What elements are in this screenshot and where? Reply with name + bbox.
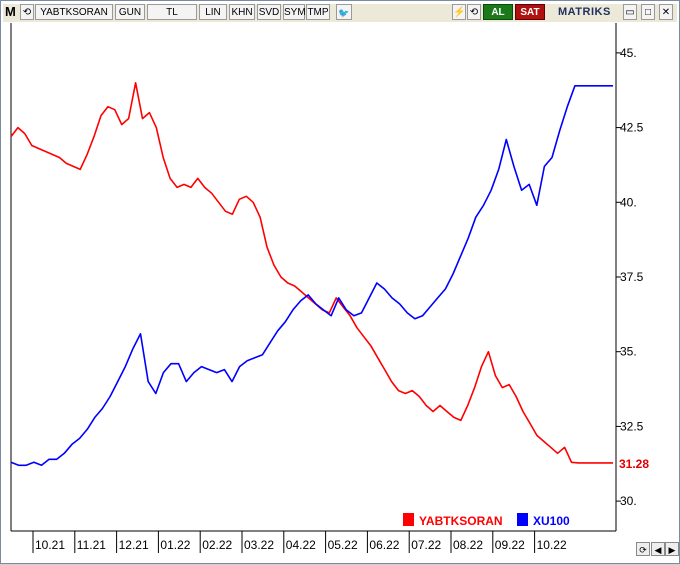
x-tick-label: 10.21 xyxy=(35,538,65,552)
refresh-icon[interactable]: ⟲ xyxy=(467,4,481,20)
y-tick-label: 42.5 xyxy=(620,121,644,135)
khn-button[interactable]: KHN xyxy=(229,4,255,20)
x-tick-label: 12.21 xyxy=(119,538,149,552)
x-tick-label: 08.22 xyxy=(453,538,483,552)
plot-area xyxy=(11,23,616,531)
x-tick-label: 09.22 xyxy=(495,538,525,552)
x-tick-label: 05.22 xyxy=(328,538,358,552)
refresh-chart-icon[interactable]: ⟳ xyxy=(636,542,650,556)
line-chart: 45. 42.5 40. 37.5 35. 32.5 30. 10.21 11.21 12.21… xyxy=(10,23,649,553)
restore-glyph: ⟲ xyxy=(22,7,32,18)
close-icon[interactable]: ✕ xyxy=(659,4,673,20)
brand-logo: MATRIKS xyxy=(558,6,611,18)
y-tick-label: 40. xyxy=(620,195,637,209)
twitter-icon[interactable]: 🐦 xyxy=(336,4,352,20)
y-axis-ticks: 45. 42.5 40. 37.5 35. 32.5 30. xyxy=(616,46,644,508)
x-tick-label: 11.21 xyxy=(77,538,106,552)
legend-label-yabtksoran: YABTKSORAN xyxy=(419,514,503,528)
tmp-button[interactable]: TMP xyxy=(306,4,330,20)
restore-icon[interactable]: ⟲ xyxy=(20,4,34,20)
scroll-left-icon[interactable]: ◀ xyxy=(651,542,665,556)
series-line-xu100 xyxy=(10,84,613,467)
sym-button[interactable]: SYM xyxy=(283,4,306,20)
x-tick-label: 06.22 xyxy=(369,538,399,552)
x-tick-label: 10.22 xyxy=(537,538,567,552)
sell-button[interactable]: SAT xyxy=(515,4,545,20)
legend-swatch-xu100 xyxy=(517,513,528,526)
svd-button[interactable]: SVD xyxy=(257,4,281,20)
legend-swatch-yabtksoran xyxy=(403,513,414,526)
x-tick-label: 04.22 xyxy=(286,538,316,552)
series-group xyxy=(10,81,613,467)
minimize-icon[interactable]: ▭ xyxy=(623,4,637,20)
x-axis-ticks: 10.21 11.21 12.21 01.22 02.22 03.22 04.22 05.22… xyxy=(32,531,567,553)
legend: YABTKSORAN XU100 xyxy=(403,513,570,528)
y-tick-label: 37.5 xyxy=(620,270,644,284)
legend-label-xu100: XU100 xyxy=(533,514,570,528)
y-tick-label: 35. xyxy=(620,345,637,359)
x-tick-label: 07.22 xyxy=(411,538,441,552)
series-line-yabtksoran xyxy=(10,81,613,464)
currency-button[interactable]: TL xyxy=(147,4,197,20)
x-tick-label: 03.22 xyxy=(244,538,274,552)
toolbar: M ⟲ YABTKSORAN GUN TL LIN KHN SVD SYM TM… xyxy=(3,4,677,22)
y-tick-label: 45. xyxy=(620,46,637,60)
matriks-menu-icon[interactable]: M xyxy=(5,4,16,19)
scroll-right-icon[interactable]: ▶ xyxy=(665,542,679,556)
x-tick-label: 02.22 xyxy=(202,538,232,552)
maximize-icon[interactable]: □ xyxy=(641,4,655,20)
bolt-icon[interactable]: ⚡ xyxy=(452,4,466,20)
x-tick-label: 01.22 xyxy=(160,538,190,552)
symbol-selector[interactable]: YABTKSORAN xyxy=(35,4,113,20)
last-value-label: 31.28 xyxy=(619,457,649,471)
y-tick-label: 30. xyxy=(620,494,637,508)
scale-button[interactable]: LIN xyxy=(199,4,227,20)
refresh-glyph: ⟲ xyxy=(469,7,479,18)
y-tick-label: 32.5 xyxy=(620,419,644,433)
period-button[interactable]: GUN xyxy=(115,4,145,20)
buy-button[interactable]: AL xyxy=(483,4,513,20)
